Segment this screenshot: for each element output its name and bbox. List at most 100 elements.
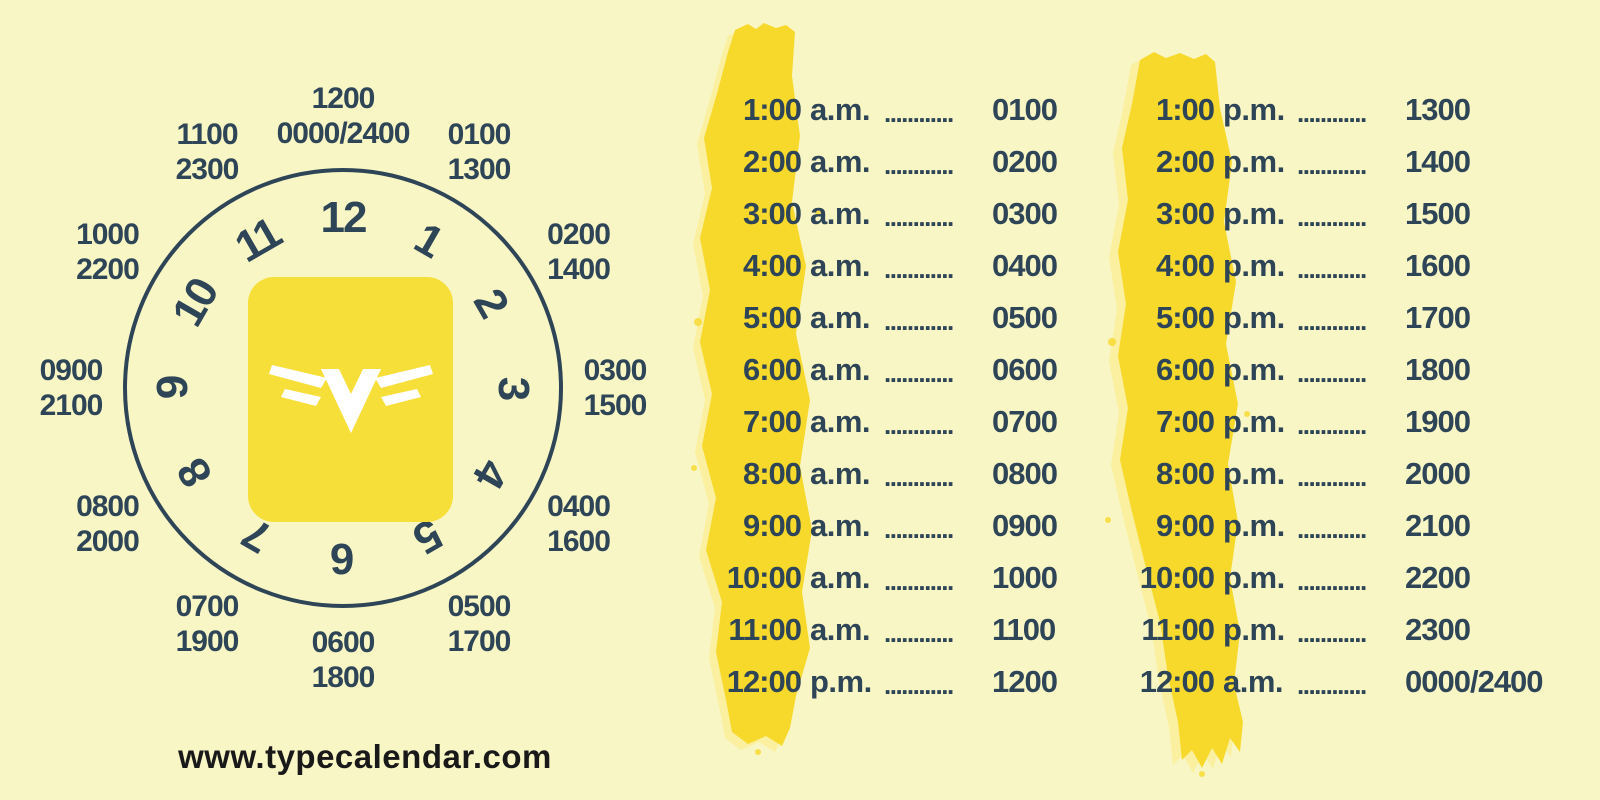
dots-separator: ............: [884, 97, 954, 128]
dots-separator: ............: [1297, 461, 1367, 492]
meridiem: a.m.: [810, 352, 871, 387]
table-row: 5:00 p.m............. 1700: [1113, 292, 1573, 344]
meridiem: p.m.: [1223, 352, 1285, 387]
table-row: 11:00 p.m............. 2300: [1113, 604, 1573, 656]
military-label-11: 1100 2300: [176, 117, 240, 187]
military-label-2: 0200 1400: [547, 217, 611, 287]
military-label-line: 0900: [39, 354, 104, 387]
dots-separator: ............: [1297, 201, 1367, 232]
military-label-4: 0400 1600: [547, 489, 611, 559]
dots-separator: ............: [1297, 513, 1367, 544]
dots-separator: ............: [884, 461, 954, 492]
military-time: 1600: [1405, 248, 1471, 283]
dots-separator: ............: [1297, 409, 1367, 440]
dots-separator: ............: [884, 201, 954, 232]
military-time: 1400: [1405, 144, 1471, 179]
military-label-line: 0000/2400: [276, 117, 411, 150]
dots-separator: ............: [1297, 669, 1367, 700]
meridiem: p.m.: [1223, 144, 1285, 179]
military-time: 1500: [1405, 196, 1471, 231]
military-time: 1800: [1405, 352, 1471, 387]
time-12h: 4:00: [742, 248, 802, 283]
table-row: 8:00 p.m............. 2000: [1113, 448, 1573, 500]
table-row: 2:00 p.m............. 1400: [1113, 136, 1573, 188]
dots-separator: ............: [884, 305, 954, 336]
military-label-5: 0500 1700: [447, 589, 512, 659]
time-12h: 2:00: [742, 144, 802, 179]
military-label-line: 2100: [39, 389, 104, 422]
military-label-line: 0500: [447, 589, 512, 623]
time-12h: 6:00: [1155, 352, 1215, 387]
military-label-line: 1400: [547, 253, 611, 286]
time-12h: 8:00: [1155, 456, 1215, 491]
time-12h: 7:00: [742, 404, 802, 439]
meridiem: p.m.: [1223, 508, 1285, 543]
table-row: 12:00 a.m............. 0000/2400: [1113, 656, 1573, 708]
meridiem: a.m.: [810, 300, 871, 335]
dots-separator: ............: [884, 617, 954, 648]
table-row: 10:00 a.m............. 1000: [700, 552, 1070, 604]
military-label-12: 1200 0000/2400: [276, 81, 411, 151]
table-row: 4:00 p.m............. 1600: [1113, 240, 1573, 292]
meridiem: a.m.: [1223, 664, 1284, 699]
meridiem: p.m.: [1223, 404, 1285, 439]
dots-separator: ............: [1297, 149, 1367, 180]
table-row: 8:00 a.m............. 0800: [700, 448, 1070, 500]
military-time: 2100: [1405, 508, 1471, 543]
military-label-line: 1900: [175, 624, 240, 658]
pm-conversion-table: 1:00 p.m............. 1300 2:00 p.m.........…: [1113, 84, 1573, 708]
military-time: 2200: [1405, 560, 1471, 595]
meridiem: p.m.: [1223, 456, 1285, 491]
military-time: 1200: [992, 664, 1058, 699]
military-label-line: 1000: [76, 218, 140, 251]
table-row: 1:00 a.m............. 0100: [700, 84, 1070, 136]
military-time: 2300: [1405, 612, 1471, 647]
military-label-3: 0300 1500: [583, 353, 648, 423]
time-12h: 5:00: [742, 300, 802, 335]
meridiem: a.m.: [810, 144, 871, 179]
military-label-10: 1000 2200: [76, 217, 140, 287]
table-row: 9:00 p.m............. 2100: [1113, 500, 1573, 552]
time-12h: 1:00: [1155, 92, 1215, 127]
military-time: 0900: [992, 508, 1058, 543]
military-time: 0700: [992, 404, 1058, 439]
site-url: www.typecalendar.com: [178, 738, 552, 775]
military-label-line: 1600: [547, 525, 611, 558]
military-label-line: 0300: [583, 354, 648, 387]
clock-hour-6: 6: [331, 534, 355, 583]
military-time: 0600: [992, 352, 1058, 387]
time-12h: 3:00: [1155, 196, 1215, 231]
military-label-line: 0600: [311, 626, 376, 659]
meridiem: a.m.: [810, 248, 871, 283]
meridiem: p.m.: [1223, 300, 1285, 335]
time-12h: 9:00: [1155, 508, 1215, 543]
time-12h: 12:00: [726, 664, 802, 699]
table-row: 10:00 p.m............. 2200: [1113, 552, 1573, 604]
table-row: 3:00 a.m............. 0300: [700, 188, 1070, 240]
military-label-line: 2200: [76, 253, 140, 286]
table-row: 12:00 p.m............. 1200: [700, 656, 1070, 708]
time-12h: 10:00: [726, 560, 802, 595]
military-label-line: 1200: [311, 82, 376, 115]
time-12h: 4:00: [1155, 248, 1215, 283]
table-row: 7:00 a.m............. 0700: [700, 396, 1070, 448]
table-row: 9:00 a.m............. 0900: [700, 500, 1070, 552]
clock-ring: [123, 168, 563, 608]
military-label-line: 2000: [76, 525, 140, 558]
time-12h: 8:00: [742, 456, 802, 491]
table-row: 2:00 a.m............. 0200: [700, 136, 1070, 188]
time-12h: 12:00: [1139, 664, 1215, 699]
time-12h: 11:00: [1141, 612, 1215, 647]
military-time: 0300: [992, 196, 1058, 231]
time-12h: 6:00: [742, 352, 802, 387]
wings-v-icon: [268, 364, 433, 433]
dots-separator: ............: [884, 357, 954, 388]
meridiem: a.m.: [810, 560, 871, 595]
military-time: 1000: [992, 560, 1058, 595]
military-time: 1300: [1405, 92, 1471, 127]
dots-separator: ............: [1297, 305, 1367, 336]
paint-brush-stroke-pm: [1105, 52, 1250, 777]
military-label-line: 1800: [311, 661, 376, 694]
military-label-line: 1500: [583, 389, 648, 422]
military-time: 0500: [992, 300, 1058, 335]
